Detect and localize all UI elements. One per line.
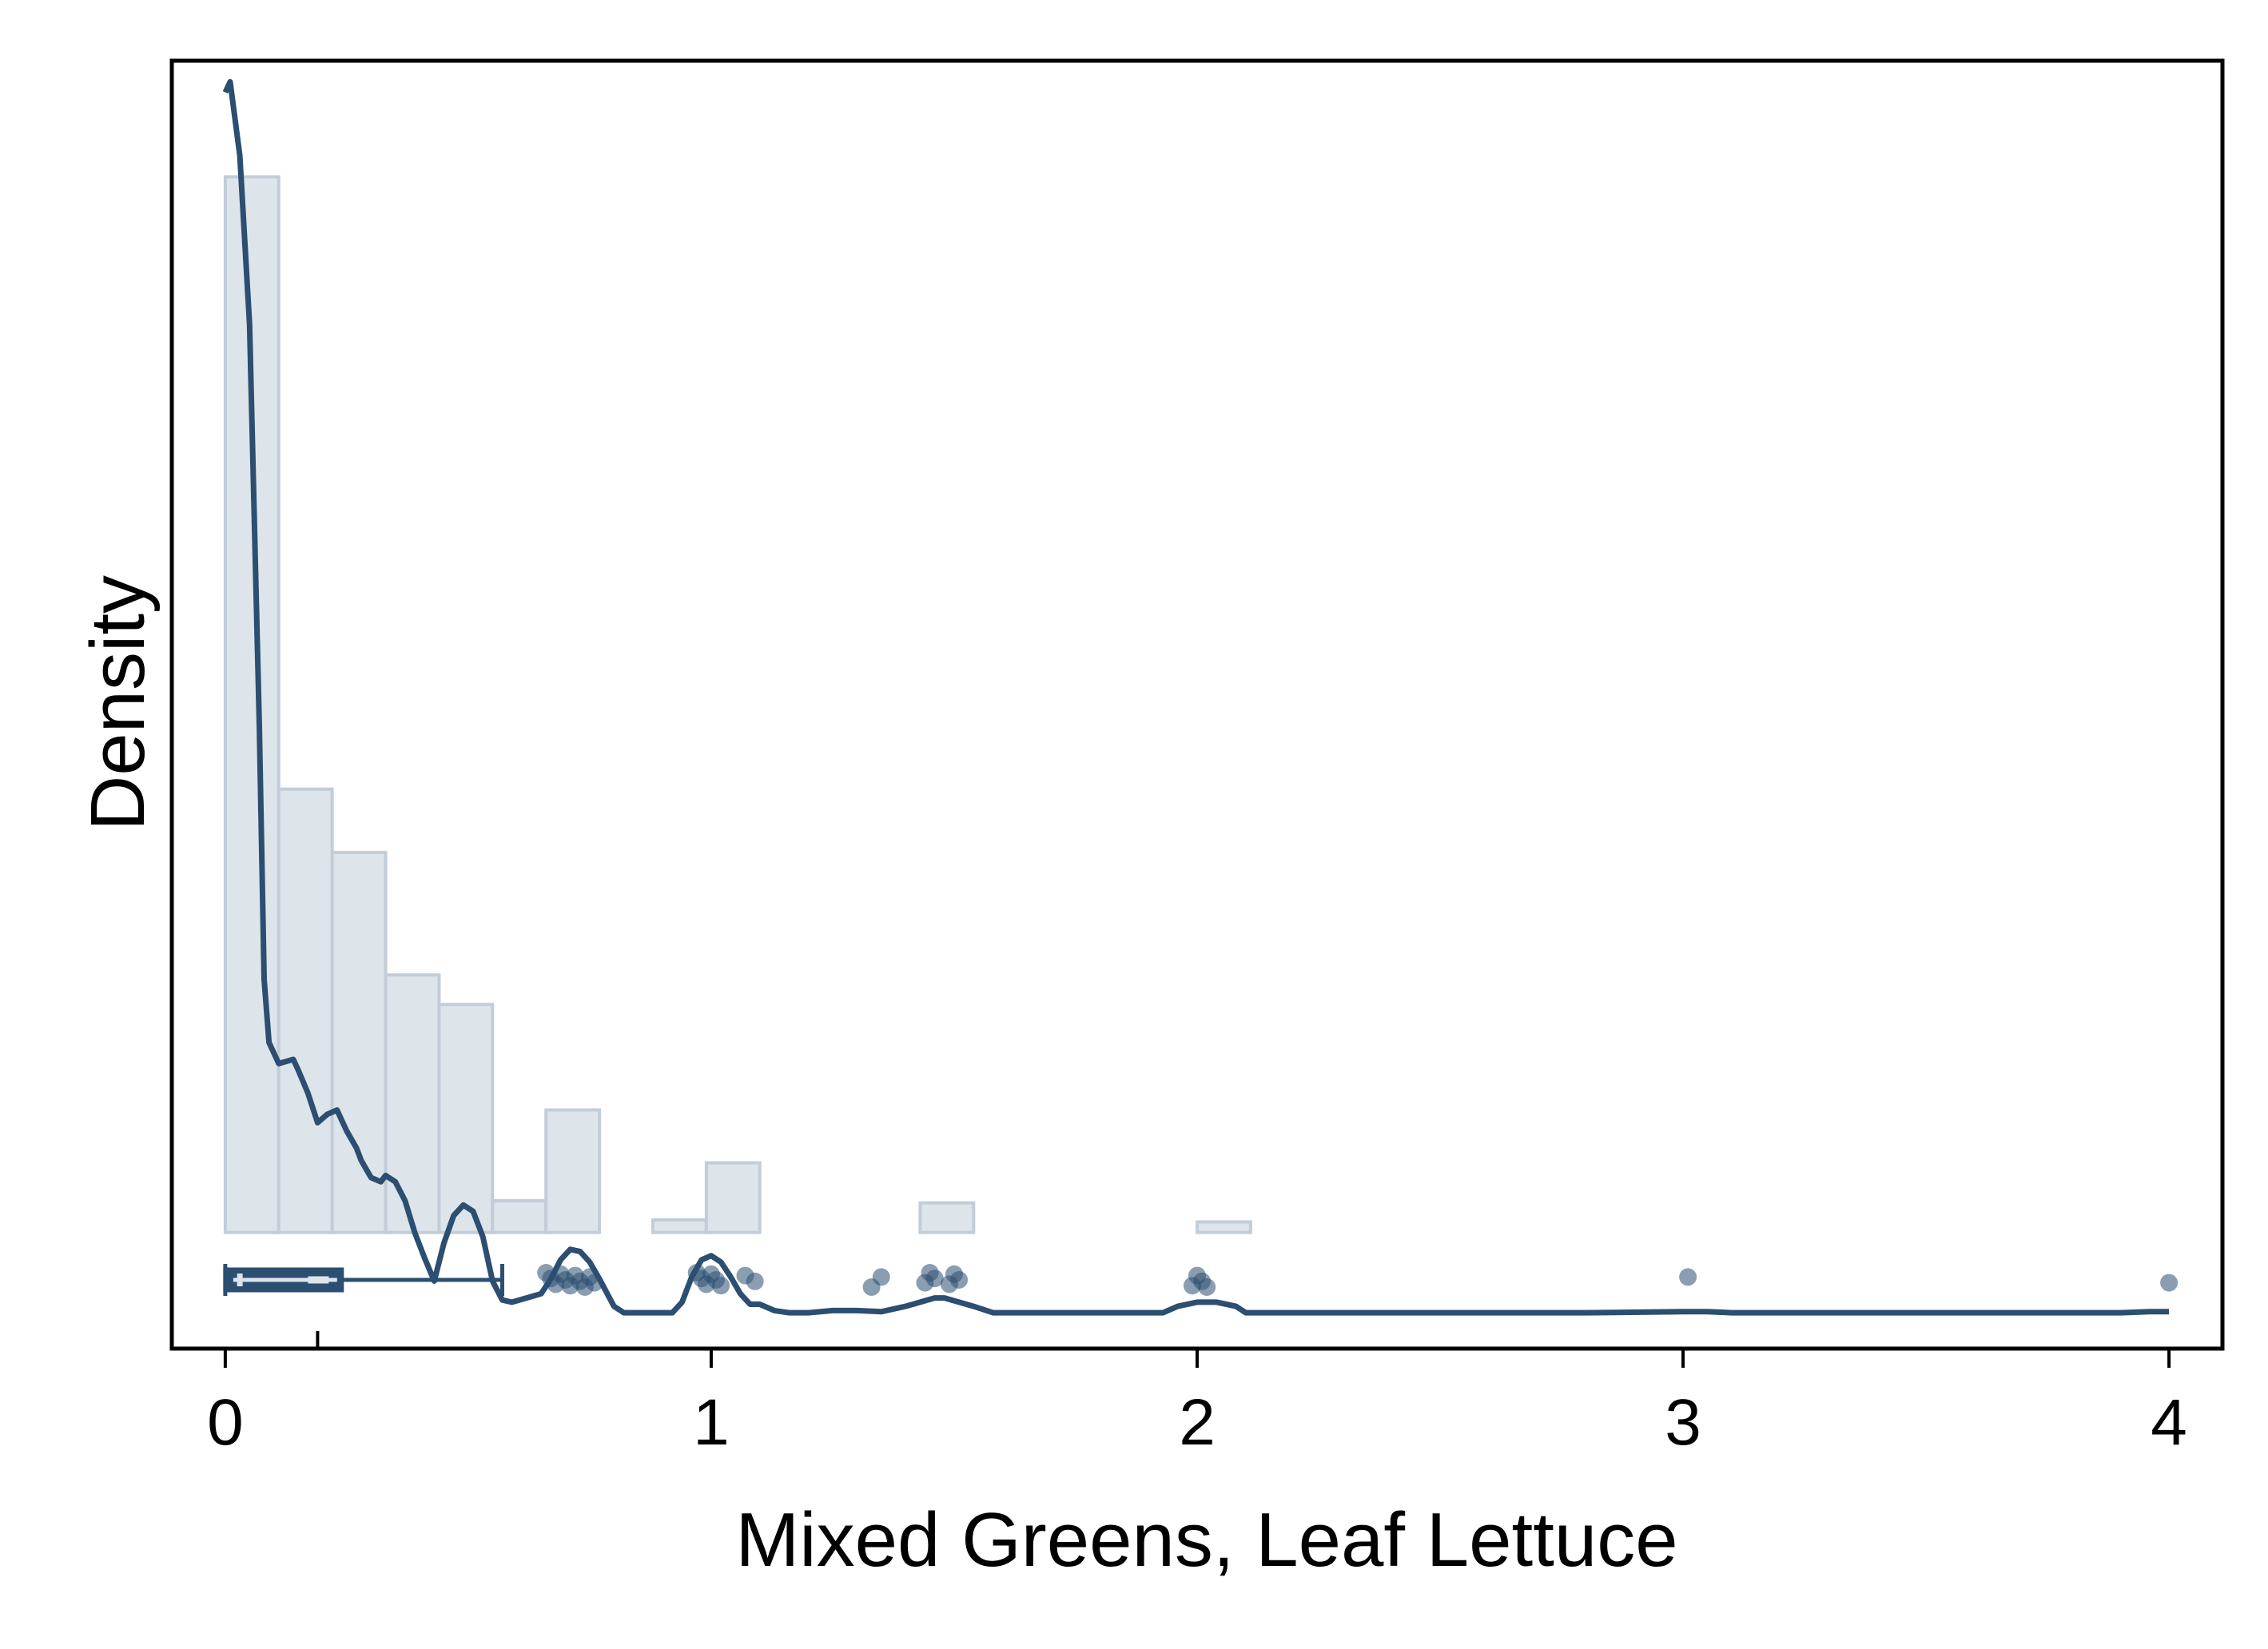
box-plot <box>223 1264 504 1349</box>
x-axis-label: Mixed Greens, Leaf Lettuce <box>735 1497 1677 1583</box>
histogram-bar-8 <box>704 1161 762 1234</box>
outlier-point-30 <box>1198 1278 1216 1296</box>
histogram-bars <box>223 175 1252 1234</box>
histogram-bar-9 <box>918 1201 976 1234</box>
outlier-point-10 <box>586 1274 604 1292</box>
outlier-point-20 <box>872 1268 890 1286</box>
histogram-bar-7 <box>651 1218 708 1234</box>
density-curve <box>222 78 2170 1316</box>
histogram-bar-10 <box>1196 1220 1252 1234</box>
x-tick-label-1: 1 <box>693 1386 730 1459</box>
x-tick-label-3: 3 <box>1665 1386 1701 1459</box>
outlier-point-16 <box>712 1277 730 1295</box>
outlier-point-26 <box>950 1271 969 1289</box>
histogram-bar-6 <box>544 1108 602 1234</box>
histogram-bar-4 <box>437 1003 495 1234</box>
histogram-bar-1 <box>277 787 334 1234</box>
outlier-point-31 <box>1679 1268 1697 1286</box>
histogram-bar-3 <box>384 973 441 1234</box>
y-axis-label: Density <box>75 575 161 831</box>
outlier-points <box>537 1264 2178 1296</box>
histogram-bar-5 <box>491 1199 548 1234</box>
outlier-point-23 <box>925 1270 944 1288</box>
x-tick-label-4: 4 <box>2151 1386 2187 1459</box>
x-tick-label-2: 2 <box>1179 1386 1216 1459</box>
x-axis-ticks: 0 1 2 3 4 <box>207 1349 2187 1459</box>
x-tick-label-0: 0 <box>207 1386 244 1459</box>
outlier-point-18 <box>746 1272 764 1290</box>
histogram-bar-2 <box>330 850 388 1234</box>
outlier-point-32 <box>2160 1274 2178 1292</box>
